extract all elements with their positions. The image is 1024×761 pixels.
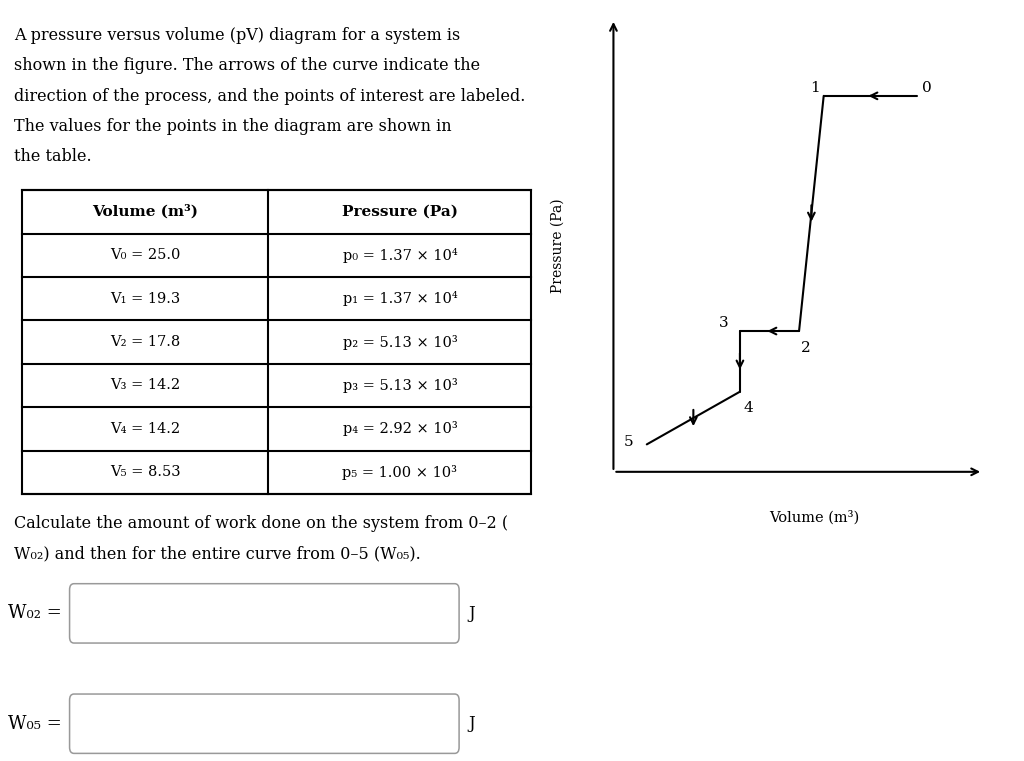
Text: 2: 2: [801, 340, 811, 355]
Text: W₀₂ =: W₀₂ =: [8, 604, 62, 622]
Text: 0: 0: [923, 81, 932, 94]
Text: 1: 1: [811, 81, 820, 94]
Text: The values for the points in the diagram are shown in: The values for the points in the diagram…: [13, 118, 452, 135]
Text: W₀₅ =: W₀₅ =: [8, 715, 62, 733]
Bar: [22, 190, 531, 494]
Text: p₀ = 1.37 × 10⁴: p₀ = 1.37 × 10⁴: [343, 248, 458, 263]
Text: V₄ = 14.2: V₄ = 14.2: [111, 422, 180, 436]
Text: V₂ = 17.8: V₂ = 17.8: [110, 335, 180, 349]
Text: Pressure (Pa): Pressure (Pa): [551, 198, 565, 293]
Text: V₅ = 8.53: V₅ = 8.53: [110, 465, 180, 479]
Text: J: J: [468, 605, 475, 622]
Text: 5: 5: [624, 435, 634, 449]
Text: direction of the process, and the points of interest are labeled.: direction of the process, and the points…: [13, 88, 525, 104]
Text: 3: 3: [719, 316, 728, 330]
Text: Calculate the amount of work done on the system from 0–2 (: Calculate the amount of work done on the…: [13, 515, 508, 532]
Text: J: J: [468, 715, 475, 732]
Text: Pressure (Pa): Pressure (Pa): [342, 205, 458, 219]
Text: p₅ = 1.00 × 10³: p₅ = 1.00 × 10³: [342, 465, 458, 479]
Text: p₂ = 5.13 × 10³: p₂ = 5.13 × 10³: [343, 335, 458, 349]
Text: p₁ = 1.37 × 10⁴: p₁ = 1.37 × 10⁴: [343, 291, 458, 306]
Text: A pressure versus volume (pV) diagram for a system is: A pressure versus volume (pV) diagram fo…: [13, 27, 460, 43]
Text: W₀₂) and then for the entire curve from 0–5 (W₀₅).: W₀₂) and then for the entire curve from …: [13, 546, 421, 562]
Text: shown in the figure. The arrows of the curve indicate the: shown in the figure. The arrows of the c…: [13, 57, 480, 74]
Text: the table.: the table.: [13, 148, 91, 165]
Text: p₄ = 2.92 × 10³: p₄ = 2.92 × 10³: [343, 422, 458, 436]
Text: V₃ = 14.2: V₃ = 14.2: [111, 378, 180, 393]
Text: Volume (m³): Volume (m³): [92, 205, 199, 219]
FancyBboxPatch shape: [70, 584, 459, 643]
Text: 4: 4: [743, 401, 753, 416]
FancyBboxPatch shape: [70, 694, 459, 753]
Text: Volume (m³): Volume (m³): [770, 510, 860, 524]
Text: V₁ = 19.3: V₁ = 19.3: [110, 291, 180, 306]
Text: V₀ = 25.0: V₀ = 25.0: [110, 248, 180, 263]
Text: p₃ = 5.13 × 10³: p₃ = 5.13 × 10³: [343, 378, 458, 393]
